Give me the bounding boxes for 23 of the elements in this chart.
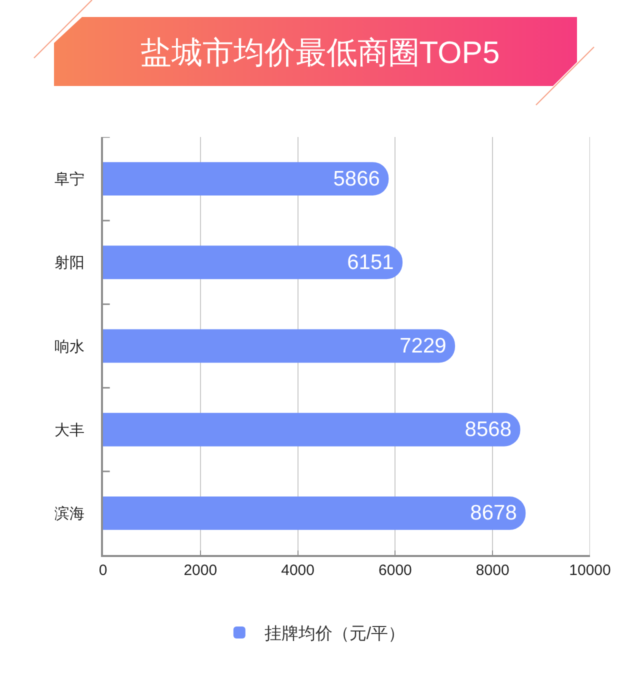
data-label: 8678 xyxy=(470,502,517,525)
y-tick-label: 射阳 xyxy=(54,254,84,272)
bar xyxy=(103,329,456,363)
y-tick-label: 阜宁 xyxy=(54,171,84,188)
y-tick-label: 大丰 xyxy=(54,422,84,439)
chart-title: 盐城市均价最低商圈TOP5 xyxy=(140,34,500,70)
x-tick-label: 0 xyxy=(98,562,108,579)
bar xyxy=(103,162,389,196)
data-label: 5866 xyxy=(333,167,380,190)
data-label: 8568 xyxy=(464,418,512,442)
x-tick-label: 10000 xyxy=(569,562,611,579)
data-label: 7229 xyxy=(400,334,446,358)
x-tick-label: 6000 xyxy=(378,562,412,579)
y-tick-label: 响水 xyxy=(54,338,84,356)
x-tick-label: 4000 xyxy=(281,562,314,579)
bar xyxy=(103,412,520,446)
x-tick-label: 2000 xyxy=(184,562,218,579)
legend-label: 挂牌均价（元/平） xyxy=(264,624,406,644)
x-tick-label: 8000 xyxy=(476,562,510,579)
y-tick-label: 滨海 xyxy=(54,505,84,522)
data-label: 6151 xyxy=(347,250,394,274)
bar xyxy=(103,246,403,280)
bar xyxy=(103,496,526,530)
